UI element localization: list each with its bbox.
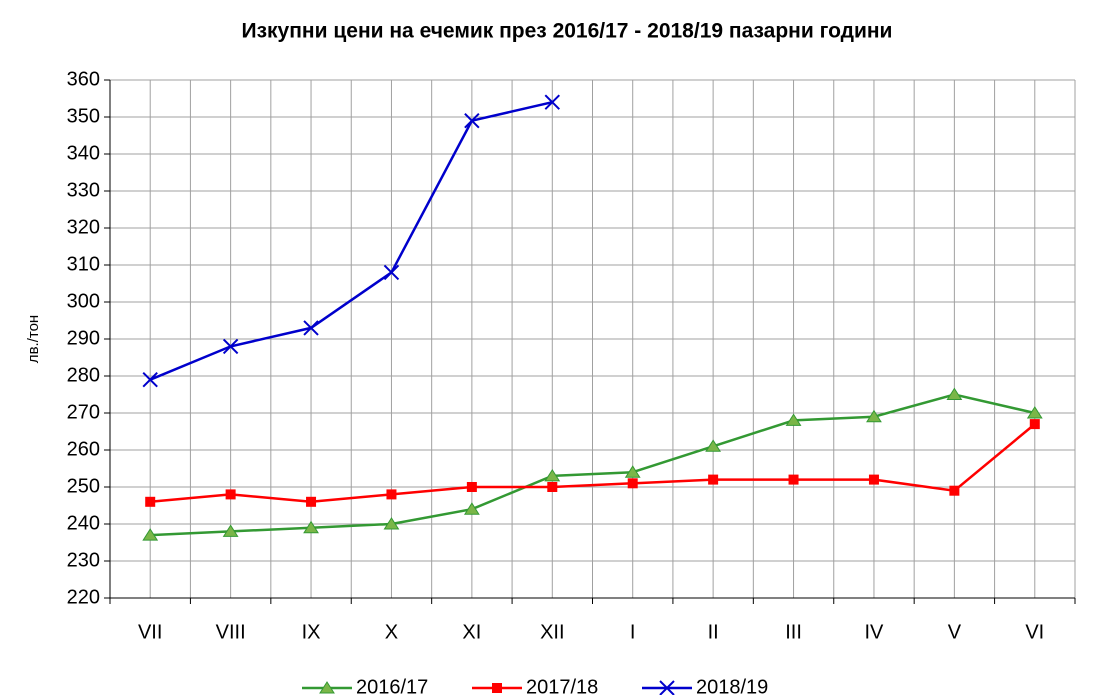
marker <box>624 465 641 478</box>
y-tick-label: 330 <box>67 179 100 201</box>
marker <box>868 474 879 485</box>
y-tick-label: 290 <box>67 327 100 349</box>
x-tick-label: IX <box>302 621 321 643</box>
marker <box>306 496 317 507</box>
x-tick-label: II <box>708 621 719 643</box>
y-tick-label: 340 <box>67 142 100 164</box>
marker <box>222 338 239 355</box>
legend-marker <box>659 680 675 696</box>
x-tick-label: VIII <box>216 621 246 643</box>
marker <box>303 520 319 534</box>
y-tick-label: 270 <box>67 401 100 423</box>
y-tick-label: 310 <box>67 253 100 275</box>
marker <box>145 496 156 507</box>
legend-marker <box>492 683 502 693</box>
y-tick-label: 360 <box>67 68 100 90</box>
chart-title: Изкупни цени на ечемик през 2016/17 - 20… <box>242 20 893 43</box>
y-tick-label: 240 <box>67 512 100 534</box>
marker <box>1026 406 1043 419</box>
x-tick-label: VI <box>1025 621 1044 643</box>
y-axis-label: лв./тон <box>25 315 42 363</box>
marker <box>142 371 158 388</box>
series-line <box>149 100 553 381</box>
marker <box>225 489 236 500</box>
marker <box>946 387 963 400</box>
marker <box>383 264 400 281</box>
marker <box>383 517 400 530</box>
marker <box>627 478 638 489</box>
y-tick-label: 320 <box>67 216 100 238</box>
marker <box>1029 419 1040 430</box>
legend-label: 2018/19 <box>696 676 768 695</box>
x-tick-label: III <box>785 621 802 643</box>
marker <box>463 502 480 515</box>
marker <box>464 112 480 129</box>
marker <box>705 439 722 452</box>
legend-label: 2017/18 <box>526 676 598 695</box>
marker <box>949 485 960 496</box>
x-tick-label: IV <box>865 621 885 643</box>
x-tick-label: I <box>630 621 636 643</box>
x-tick-label: XI <box>462 621 481 643</box>
y-tick-label: 300 <box>67 290 100 312</box>
y-tick-label: 350 <box>67 105 100 127</box>
marker <box>708 474 719 485</box>
legend-marker <box>319 681 335 694</box>
marker <box>222 524 239 537</box>
legend-label: 2016/17 <box>356 676 428 695</box>
y-tick-label: 220 <box>67 586 100 608</box>
marker <box>386 489 397 500</box>
y-tick-label: 230 <box>67 549 100 571</box>
y-tick-label: 260 <box>67 438 100 460</box>
series-line <box>150 423 1036 504</box>
y-tick-label: 280 <box>67 364 100 386</box>
marker <box>303 320 319 336</box>
x-tick-label: VII <box>138 621 162 643</box>
x-tick-label: V <box>948 621 962 643</box>
marker <box>866 409 882 423</box>
marker <box>785 413 802 426</box>
y-tick-label: 250 <box>67 475 100 497</box>
x-tick-label: X <box>385 621 398 643</box>
marker <box>788 474 799 485</box>
x-tick-label: XII <box>540 621 564 643</box>
marker <box>544 94 560 110</box>
marker <box>547 482 558 492</box>
marker <box>142 528 159 541</box>
marker <box>466 482 477 492</box>
marker <box>544 468 561 482</box>
series-line <box>150 393 1036 537</box>
